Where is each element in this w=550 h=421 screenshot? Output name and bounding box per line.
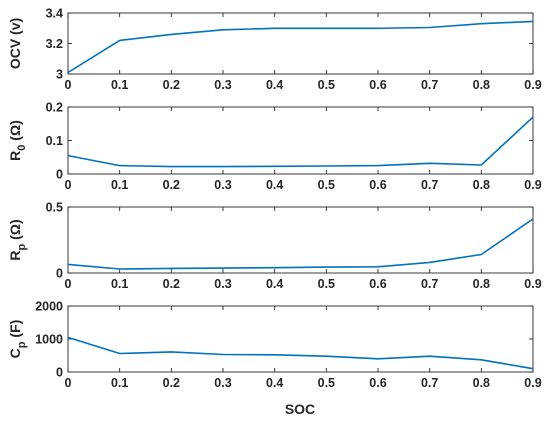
x-tick-label-4: 0.5	[318, 376, 335, 390]
x-tick-label-2: 0.8	[473, 178, 490, 192]
x-tick-label-3: 0.1	[111, 277, 128, 291]
axes-box-1	[67, 12, 534, 75]
y-tick-label-2: 0	[56, 168, 63, 182]
x-tick-label-1: 0	[65, 78, 72, 92]
x-tick-label-2: 0.3	[214, 178, 231, 192]
x-tick-label-1: 0.5	[318, 78, 335, 92]
x-tick-label-3: 0.6	[369, 277, 386, 291]
x-tick-label-2: 0.1	[111, 178, 128, 192]
x-tick-label-3: 0.5	[318, 277, 335, 291]
x-tick-label-3: 0	[65, 277, 72, 291]
x-tick-label-2: 0.7	[421, 178, 438, 192]
y-tick-label-2: 0.1	[46, 134, 63, 148]
x-axis-label: SOC	[285, 401, 315, 417]
x-tick-label-3: 0.3	[214, 277, 231, 291]
x-tick-label-1: 0.1	[111, 78, 128, 92]
y-axis-label-1: OCV (v)	[7, 18, 23, 69]
x-tick-label-3: 0.8	[473, 277, 490, 291]
x-tick-label-3: 0.9	[524, 277, 541, 291]
y-tick-label-4: 1000	[35, 333, 63, 347]
y-axis-label-4: Cp (F)	[7, 320, 28, 359]
x-tick-label-4: 0.4	[266, 376, 283, 390]
y-tick-label-4: 2000	[35, 300, 63, 314]
x-tick-label-2: 0.5	[318, 178, 335, 192]
y-tick-label-2: 0.2	[46, 101, 63, 115]
x-tick-label-3: 0.4	[266, 277, 283, 291]
x-tick-label-1: 0.3	[214, 78, 231, 92]
x-tick-label-2: 0.6	[369, 178, 386, 192]
y-axis-label-2: R0 (Ω)	[7, 120, 28, 161]
y-tick-label-3: 0	[56, 267, 63, 281]
x-tick-label-1: 0.9	[524, 78, 541, 92]
x-tick-label-4: 0.1	[111, 376, 128, 390]
x-tick-label-4: 0.2	[163, 376, 180, 390]
x-tick-label-2: 0	[65, 178, 72, 192]
x-tick-label-3: 0.2	[163, 277, 180, 291]
x-tick-label-4: 0.8	[473, 376, 490, 390]
y-tick-label-3: 0.5	[46, 201, 63, 215]
x-tick-label-4: 0	[65, 376, 72, 390]
y-tick-label-1: 3	[56, 68, 63, 82]
series-line-4	[67, 336, 534, 370]
x-tick-label-4: 0.3	[214, 376, 231, 390]
y-tick-label-4: 0	[56, 366, 63, 380]
axes-box-4	[67, 305, 534, 373]
x-tick-label-2: 0.2	[163, 178, 180, 192]
x-tick-label-2: 0.4	[266, 178, 283, 192]
x-tick-label-2: 0.9	[524, 178, 541, 192]
y-tick-label-1: 3.4	[46, 7, 63, 21]
x-tick-label-1: 0.2	[163, 78, 180, 92]
x-tick-label-1: 0.8	[473, 78, 490, 92]
series-line-2	[67, 116, 534, 168]
axes-box-3	[67, 206, 534, 274]
x-tick-label-1: 0.6	[369, 78, 386, 92]
x-tick-label-1: 0.4	[266, 78, 283, 92]
y-axis-label-3: Rp (Ω)	[7, 219, 28, 260]
x-tick-label-1: 0.7	[421, 78, 438, 92]
x-tick-label-4: 0.6	[369, 376, 386, 390]
series-line-3	[67, 218, 534, 270]
x-tick-label-4: 0.9	[524, 376, 541, 390]
series-line-1	[67, 20, 534, 74]
y-tick-label-1: 3.2	[46, 37, 63, 51]
x-tick-label-4: 0.7	[421, 376, 438, 390]
x-tick-label-3: 0.7	[421, 277, 438, 291]
